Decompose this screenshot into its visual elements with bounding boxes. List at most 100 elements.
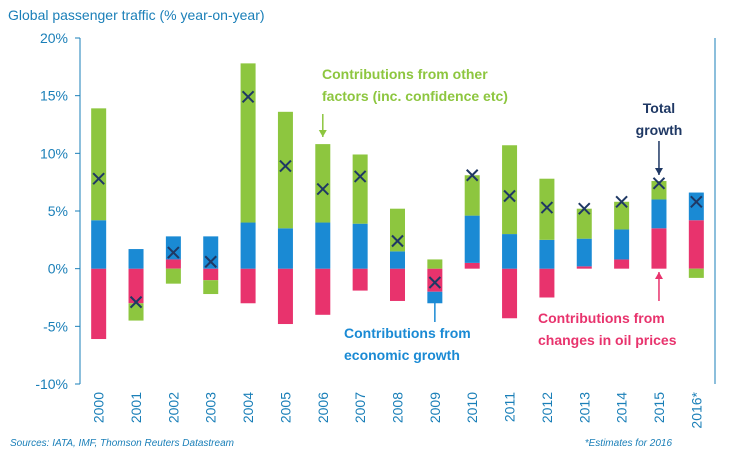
bar-economic bbox=[576, 238, 592, 267]
bar-economic bbox=[203, 236, 219, 269]
bar-economic bbox=[651, 199, 667, 229]
bar-oil bbox=[464, 262, 480, 269]
marker-stroke bbox=[540, 201, 554, 214]
marker-stroke bbox=[241, 90, 255, 104]
total-growth-marker bbox=[92, 172, 105, 185]
x-tick-label: 2004 bbox=[240, 392, 256, 423]
bar-oil bbox=[390, 268, 405, 301]
bar-oil bbox=[277, 268, 293, 325]
arrow-economic-growth bbox=[430, 296, 439, 322]
y-tick-label: 20% bbox=[40, 30, 68, 46]
estimate-footnote: *Estimates for 2016 bbox=[585, 438, 673, 449]
bar-other bbox=[240, 63, 256, 223]
bar-economic bbox=[315, 222, 331, 269]
bar-other bbox=[576, 208, 592, 239]
bar-other bbox=[165, 268, 181, 284]
total-growth-marker bbox=[129, 295, 143, 309]
total-growth-markers bbox=[92, 90, 703, 309]
annotation-total-growth: growth bbox=[636, 122, 683, 138]
x-axis: 2000 2001 2002 2003 2004 2005 2006 2007 2008 2009… bbox=[91, 391, 705, 428]
x-tick-label: 2006 bbox=[315, 392, 331, 423]
marker-stroke bbox=[615, 195, 628, 208]
bar-other bbox=[203, 280, 219, 295]
bar-oil bbox=[352, 268, 368, 291]
bar-economic bbox=[464, 215, 480, 263]
bar-oil bbox=[688, 220, 704, 269]
annotations: Contributions from other factors (inc. co… bbox=[318, 66, 683, 363]
bar-oil bbox=[91, 268, 107, 340]
bar-oil bbox=[502, 268, 518, 319]
total-growth-marker bbox=[465, 169, 479, 182]
total-growth-marker bbox=[241, 90, 255, 104]
annotation-economic-growth: economic growth bbox=[344, 347, 460, 363]
annotation-economic-growth: Contributions from bbox=[344, 325, 471, 341]
total-growth-marker bbox=[428, 276, 442, 289]
bar-economic bbox=[352, 223, 368, 269]
total-growth-marker bbox=[652, 177, 666, 190]
bar-other bbox=[352, 154, 368, 224]
bar-other bbox=[502, 145, 518, 235]
x-tick-label: 2003 bbox=[203, 392, 219, 423]
y-tick-label: 10% bbox=[40, 145, 68, 161]
marker-stroke bbox=[465, 169, 479, 182]
marker-stroke bbox=[690, 195, 703, 208]
x-tick-label: 2010 bbox=[464, 392, 480, 423]
bar-other bbox=[688, 268, 704, 278]
bar-economic bbox=[502, 234, 518, 269]
y-tick-label: 0% bbox=[48, 261, 68, 277]
marker-stroke bbox=[428, 276, 442, 289]
total-growth-marker bbox=[353, 170, 367, 183]
arrow-head bbox=[318, 130, 327, 137]
annotation-oil-prices: Contributions from bbox=[538, 310, 665, 326]
bar-other bbox=[614, 201, 630, 230]
marker-stroke bbox=[92, 172, 105, 185]
total-growth-marker bbox=[578, 202, 591, 215]
marker-stroke bbox=[652, 177, 666, 190]
arrow-head bbox=[654, 272, 663, 279]
annotation-other-factors: factors (inc. confidence etc) bbox=[322, 88, 508, 104]
bars bbox=[91, 63, 704, 340]
x-tick-label: 2014 bbox=[614, 392, 630, 423]
total-growth-marker bbox=[167, 246, 180, 259]
total-growth-marker bbox=[540, 201, 554, 214]
x-tick-label: 2016* bbox=[688, 391, 704, 428]
bar-other bbox=[390, 208, 405, 252]
arrow-head bbox=[430, 296, 439, 303]
x-tick-label: 2011 bbox=[502, 392, 518, 422]
bar-oil bbox=[427, 268, 443, 292]
bar-other bbox=[91, 108, 107, 221]
x-tick-label: 2007 bbox=[352, 392, 368, 423]
x-tick-label: 2001 bbox=[128, 392, 144, 423]
bar-oil bbox=[128, 268, 144, 304]
marker-stroke bbox=[353, 170, 367, 183]
x-tick-label: 2008 bbox=[390, 392, 406, 423]
bar-economic bbox=[277, 228, 293, 269]
marker-stroke bbox=[167, 246, 180, 259]
x-tick-label: 2000 bbox=[91, 392, 107, 423]
y-tick-label: -5% bbox=[43, 318, 68, 334]
x-tick-label: 2015 bbox=[651, 392, 667, 423]
bar-oil bbox=[576, 266, 592, 269]
bar-other bbox=[651, 181, 667, 200]
arrow-oil-prices bbox=[654, 272, 663, 301]
bar-economic bbox=[688, 192, 704, 221]
total-growth-marker bbox=[690, 195, 703, 208]
marker-stroke bbox=[279, 159, 292, 173]
y-tick-label: -10% bbox=[35, 376, 68, 392]
bar-other bbox=[539, 178, 555, 240]
total-growth-marker bbox=[615, 195, 628, 208]
annotation-oil-prices: changes in oil prices bbox=[538, 332, 677, 348]
marker-stroke bbox=[129, 295, 143, 309]
arrow-total-growth bbox=[654, 141, 663, 175]
total-growth-marker bbox=[391, 234, 404, 248]
total-growth-marker bbox=[204, 255, 217, 268]
bar-oil bbox=[539, 268, 555, 298]
bar-oil bbox=[315, 268, 331, 315]
bar-oil bbox=[614, 259, 630, 269]
chart-title: Global passenger traffic (% year-on-year… bbox=[8, 7, 265, 23]
bar-economic bbox=[539, 239, 555, 269]
marker-stroke bbox=[316, 182, 330, 196]
bar-oil bbox=[165, 259, 181, 269]
total-growth-marker bbox=[279, 159, 292, 173]
annotation-total-growth: Total bbox=[643, 100, 675, 116]
